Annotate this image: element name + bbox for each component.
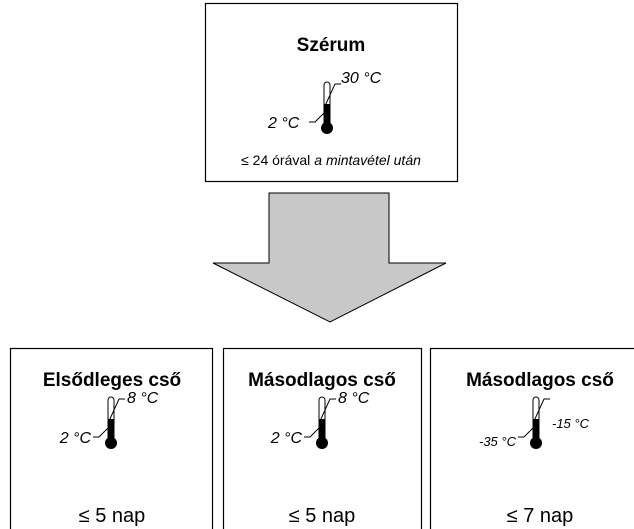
tube-title: Másodlagos cső bbox=[248, 370, 396, 391]
leader-low bbox=[304, 424, 323, 438]
serum-low: 2 °C bbox=[267, 115, 300, 132]
serum-note: ≤ 24 órával a mintavétel után bbox=[241, 152, 421, 168]
tube-high: -15 °C bbox=[552, 416, 590, 431]
thermo-bulb bbox=[316, 437, 328, 449]
tube-low: 2 °C bbox=[270, 430, 303, 447]
serum-high: 30 °C bbox=[341, 70, 382, 87]
tube-title: Másodlagos cső bbox=[466, 370, 614, 391]
leader-high bbox=[108, 398, 125, 422]
tube-high: 8 °C bbox=[127, 390, 159, 407]
arrow bbox=[212, 192, 447, 323]
leader-high bbox=[533, 398, 550, 422]
leader-high bbox=[324, 83, 341, 107]
leader-high bbox=[319, 398, 336, 422]
tube-title: Elsődleges cső bbox=[43, 370, 181, 391]
thermo-fill bbox=[533, 419, 539, 443]
tube-duration: ≤ 7 nap bbox=[507, 505, 574, 527]
leader-low bbox=[93, 424, 112, 438]
thermo-fill bbox=[319, 419, 325, 443]
thermo-bulb bbox=[105, 437, 117, 449]
serum-title: Szérum bbox=[297, 35, 366, 56]
leader-low bbox=[309, 109, 328, 123]
tube-duration: ≤ 5 nap bbox=[79, 505, 146, 527]
note-italic: a mintavétel után bbox=[314, 152, 421, 168]
tube-low: 2 °C bbox=[59, 430, 92, 447]
thermo-bulb bbox=[530, 437, 542, 449]
tube-duration: ≤ 5 nap bbox=[289, 505, 356, 527]
thermo-fill bbox=[324, 104, 330, 128]
thermo-bulb bbox=[321, 122, 333, 134]
leader-low bbox=[518, 424, 537, 438]
tube-low: -35 °C bbox=[479, 434, 517, 449]
note-text: ≤ 24 órával bbox=[241, 152, 310, 168]
tube-high: 8 °C bbox=[338, 390, 370, 407]
thermo-fill bbox=[108, 419, 114, 443]
